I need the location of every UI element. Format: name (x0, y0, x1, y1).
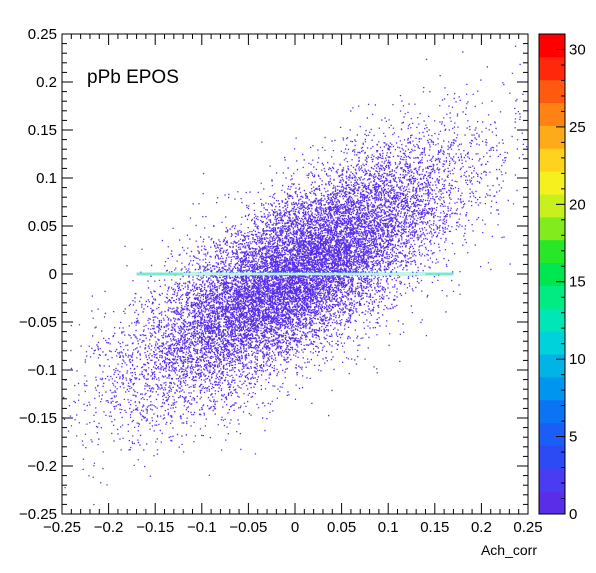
colorbar-tick-label: 10 (569, 351, 586, 368)
colorbar-bin (539, 376, 565, 401)
colorbar-tick-label: 5 (569, 429, 577, 446)
colorbar-tick-label: 15 (569, 274, 586, 291)
colorbar-tick-label: 0 (569, 506, 577, 523)
x-tick-label: −0.2 (94, 519, 124, 536)
colorbar-bin (539, 285, 565, 309)
y-axis: −0.25 −0.2 −0.15 −0.1 −0.05 0 0.05 0.1 0.15 0.2 0.… (19, 26, 528, 523)
colorbar-bin (539, 308, 565, 332)
y-tick-label: −0.05 (19, 314, 57, 331)
x-tick-label: 0.1 (378, 519, 399, 536)
colorbar-bin (539, 194, 565, 218)
x-tick-label: 0 (291, 519, 299, 536)
colorbar-bin (539, 399, 565, 424)
x-tick-label: −0.15 (136, 519, 174, 536)
x-tick-label: −0.1 (187, 519, 217, 536)
y-tick-label: 0.1 (36, 170, 57, 187)
y-tick-label: −0.25 (19, 506, 57, 523)
colorbar-bin (539, 34, 565, 58)
colorbar-bin (539, 79, 565, 104)
y-tick-label: −0.1 (27, 362, 57, 379)
colorbar-tick-label: 20 (569, 196, 586, 213)
y-tick-label: 0.05 (28, 218, 57, 235)
colorbar-bin (539, 262, 565, 286)
y-tick-label: 0.2 (36, 74, 57, 91)
colorbar-tick-label: 30 (569, 41, 586, 58)
colorbar-bin (539, 102, 565, 126)
colorbar-frame (538, 33, 566, 515)
colorbar-bin (539, 331, 565, 355)
y-tick-label: −0.15 (19, 410, 57, 427)
scatter-density-points (63, 45, 529, 506)
x-tick-label: 0.15 (420, 519, 449, 536)
y-tick-label: 0.25 (28, 26, 57, 43)
x-tick-label: 0.2 (471, 519, 492, 536)
colorbar (538, 33, 566, 515)
colorbar-bin (539, 354, 565, 378)
colorbar-bin (539, 491, 565, 515)
x-axis-title: Ach_corr (481, 542, 537, 558)
x-tick-label: 0.25 (513, 519, 542, 536)
x-tick-label: 0.05 (327, 519, 356, 536)
colorbar-bin (539, 171, 565, 195)
colorbar-bin (539, 468, 565, 492)
x-axis: −0.25 −0.2 −0.15 −0.1 −0.05 0 0.05 0.1 0.15 0.2 0.… (43, 34, 543, 536)
colorbar-bin (539, 239, 565, 264)
colorbar-tick-label: 25 (569, 119, 586, 136)
core-band-line (183, 273, 426, 275)
colorbar-bin (539, 56, 565, 81)
colorbar-bin (539, 422, 565, 446)
colorbar-bin (539, 125, 565, 149)
y-tick-label: −0.2 (27, 458, 57, 475)
y-tick-label: 0.15 (28, 122, 57, 139)
colorbar-axis: 0 5 10 15 20 25 30 (556, 33, 586, 523)
plot-annotation: pPb EPOS (87, 67, 179, 88)
colorbar-bin (539, 216, 565, 241)
x-tick-label: −0.05 (229, 519, 267, 536)
colorbar-bin (539, 148, 565, 172)
x-tick-label: −0.25 (43, 519, 81, 536)
y-tick-label: 0 (49, 266, 57, 283)
colorbar-bin (539, 445, 565, 469)
